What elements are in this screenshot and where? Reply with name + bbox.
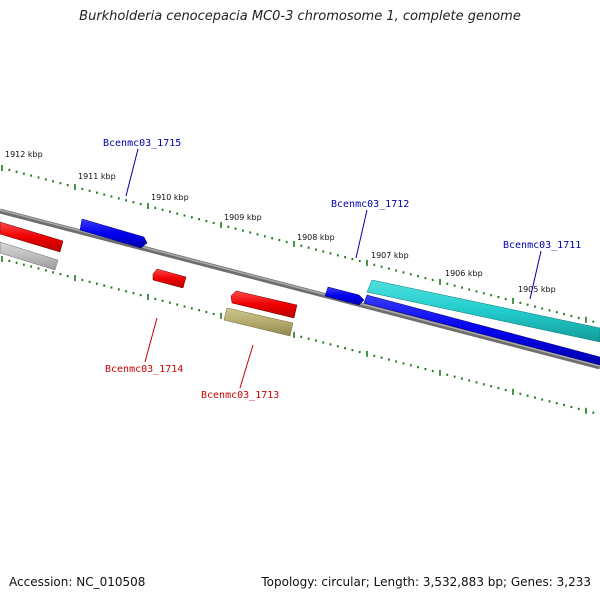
scale-label-1907: 1907 kbp [371,251,409,260]
gene-bcenmc03-1711-cds[interactable] [363,294,600,366]
label-bcenmc03-1715[interactable]: Bcenmc03_1715 [103,138,181,149]
feature-left-gray[interactable] [0,241,59,271]
feature-bcenmc03-1713-region[interactable] [223,307,294,337]
scale-label-1910: 1910 kbp [151,193,189,202]
leader-1712 [355,209,368,259]
feature-bcenmc03-1711-region[interactable] [366,279,600,343]
reverse-features [0,221,298,337]
leader-1715 [125,148,139,197]
genome-summary-text: Topology: circular; Length: 3,532,883 bp… [261,575,591,589]
scale-labels: 1912 kbp 1911 kbp 1910 kbp 1909 kbp 1908… [5,150,556,294]
leader-1711 [529,250,542,300]
gene-bcenmc03-1712[interactable] [324,286,365,306]
scale-label-1911: 1911 kbp [78,172,116,181]
label-bcenmc03-1712[interactable]: Bcenmc03_1712 [331,199,409,210]
title: Burkholderia cenocepacia MC0-3 chromosom… [79,9,521,24]
label-bcenmc03-1711[interactable]: Bcenmc03_1711 [503,240,581,251]
scale-label-1906: 1906 kbp [445,269,483,278]
scale-label-1912: 1912 kbp [5,150,43,159]
gene-labels: Bcenmc03_1715 Bcenmc03_1712 Bcenmc03_171… [103,138,581,401]
gene-left-red[interactable] [0,221,64,253]
gene-bcenmc03-1714[interactable] [152,268,187,289]
scale-label-1905: 1905 kbp [518,285,556,294]
upper-scale-ticks [1,165,595,323]
scale-label-1909: 1909 kbp [224,213,262,222]
scale-label-1908: 1908 kbp [297,233,335,242]
accession-text: Accession: NC_010508 [9,575,146,589]
gene-bcenmc03-1715[interactable] [79,218,148,249]
label-leaders [125,148,542,389]
forward-features [79,218,600,366]
gene-bcenmc03-1713[interactable] [230,290,298,319]
label-bcenmc03-1714[interactable]: Bcenmc03_1714 [105,364,183,375]
backbone-line [0,208,600,370]
leader-1714 [144,317,158,363]
leader-1713 [239,344,254,389]
label-bcenmc03-1713[interactable]: Bcenmc03_1713 [201,390,279,401]
